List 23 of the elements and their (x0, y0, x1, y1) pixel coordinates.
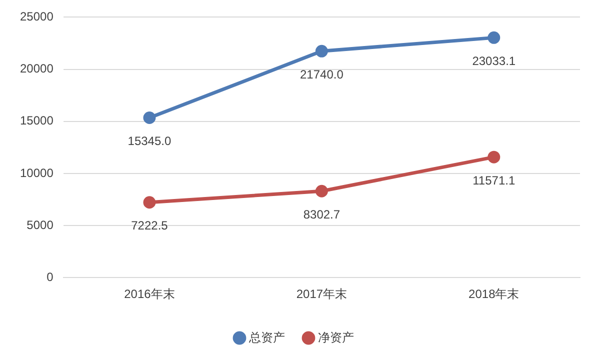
x-tick-label: 2016年末 (124, 287, 175, 302)
data-label: 23033.1 (472, 54, 516, 68)
point (315, 184, 328, 198)
y-tick-label: 5000 (26, 218, 54, 232)
data-label: 11571.1 (472, 173, 516, 188)
point (315, 44, 328, 58)
y-tick-label: 15000 (20, 114, 54, 128)
data-label: 7222.5 (131, 218, 168, 233)
data-label: 21740.0 (300, 67, 344, 82)
x-tick-label: 2018年末 (468, 287, 520, 302)
legend-label: 总资产 (248, 330, 285, 344)
point (143, 112, 156, 124)
x-tick-label: 2017年末 (296, 287, 348, 302)
point (488, 150, 500, 164)
y-tick-label: 20000 (20, 62, 54, 76)
legend-label: 净资产 (318, 330, 354, 344)
y-tick-label: 0 (46, 270, 54, 284)
data-label: 15345.0 (128, 134, 172, 148)
y-tick-label: 10000 (20, 166, 54, 180)
point (488, 31, 500, 44)
data-label: 8302.7 (303, 207, 340, 222)
point (143, 196, 156, 209)
y-tick-label: 25000 (20, 10, 54, 24)
